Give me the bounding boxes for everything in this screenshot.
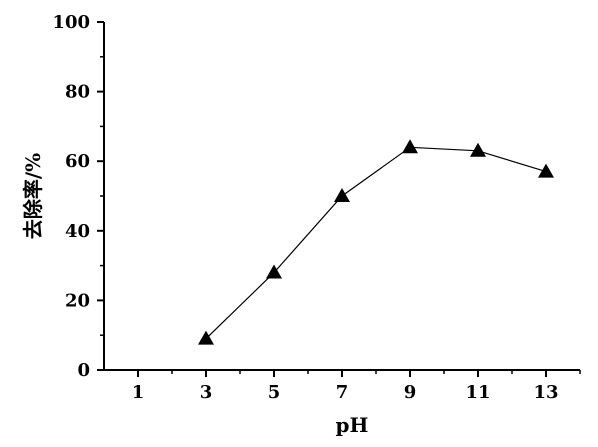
data-point-marker — [266, 264, 282, 279]
markers — [198, 139, 554, 345]
data-point-marker — [470, 142, 486, 157]
x-tick-label: 11 — [465, 382, 490, 403]
series-line — [205, 146, 547, 340]
x-tick-label: 9 — [404, 382, 417, 403]
y-tick-label: 20 — [65, 290, 90, 311]
x-tick-label: 5 — [268, 382, 281, 403]
x-axis-title: pH — [336, 413, 369, 437]
x-tick-label: 3 — [200, 382, 213, 403]
data-point-marker — [402, 139, 418, 154]
y-axis-title: 去除率/% — [21, 153, 45, 239]
x-tick-label: 1 — [132, 382, 145, 403]
series — [205, 146, 547, 340]
y-tick-label: 80 — [65, 82, 90, 103]
y-tick-label: 60 — [65, 151, 90, 172]
data-point-marker — [334, 188, 350, 202]
data-point-marker — [538, 163, 554, 178]
x-tick-label: 7 — [336, 382, 349, 403]
data-point-marker — [198, 330, 214, 345]
y-tick-label: 0 — [77, 360, 90, 381]
ticks — [97, 21, 581, 377]
y-tick-label: 100 — [52, 12, 90, 33]
y-tick-label: 40 — [65, 221, 90, 242]
x-tick-label: 13 — [533, 382, 558, 403]
